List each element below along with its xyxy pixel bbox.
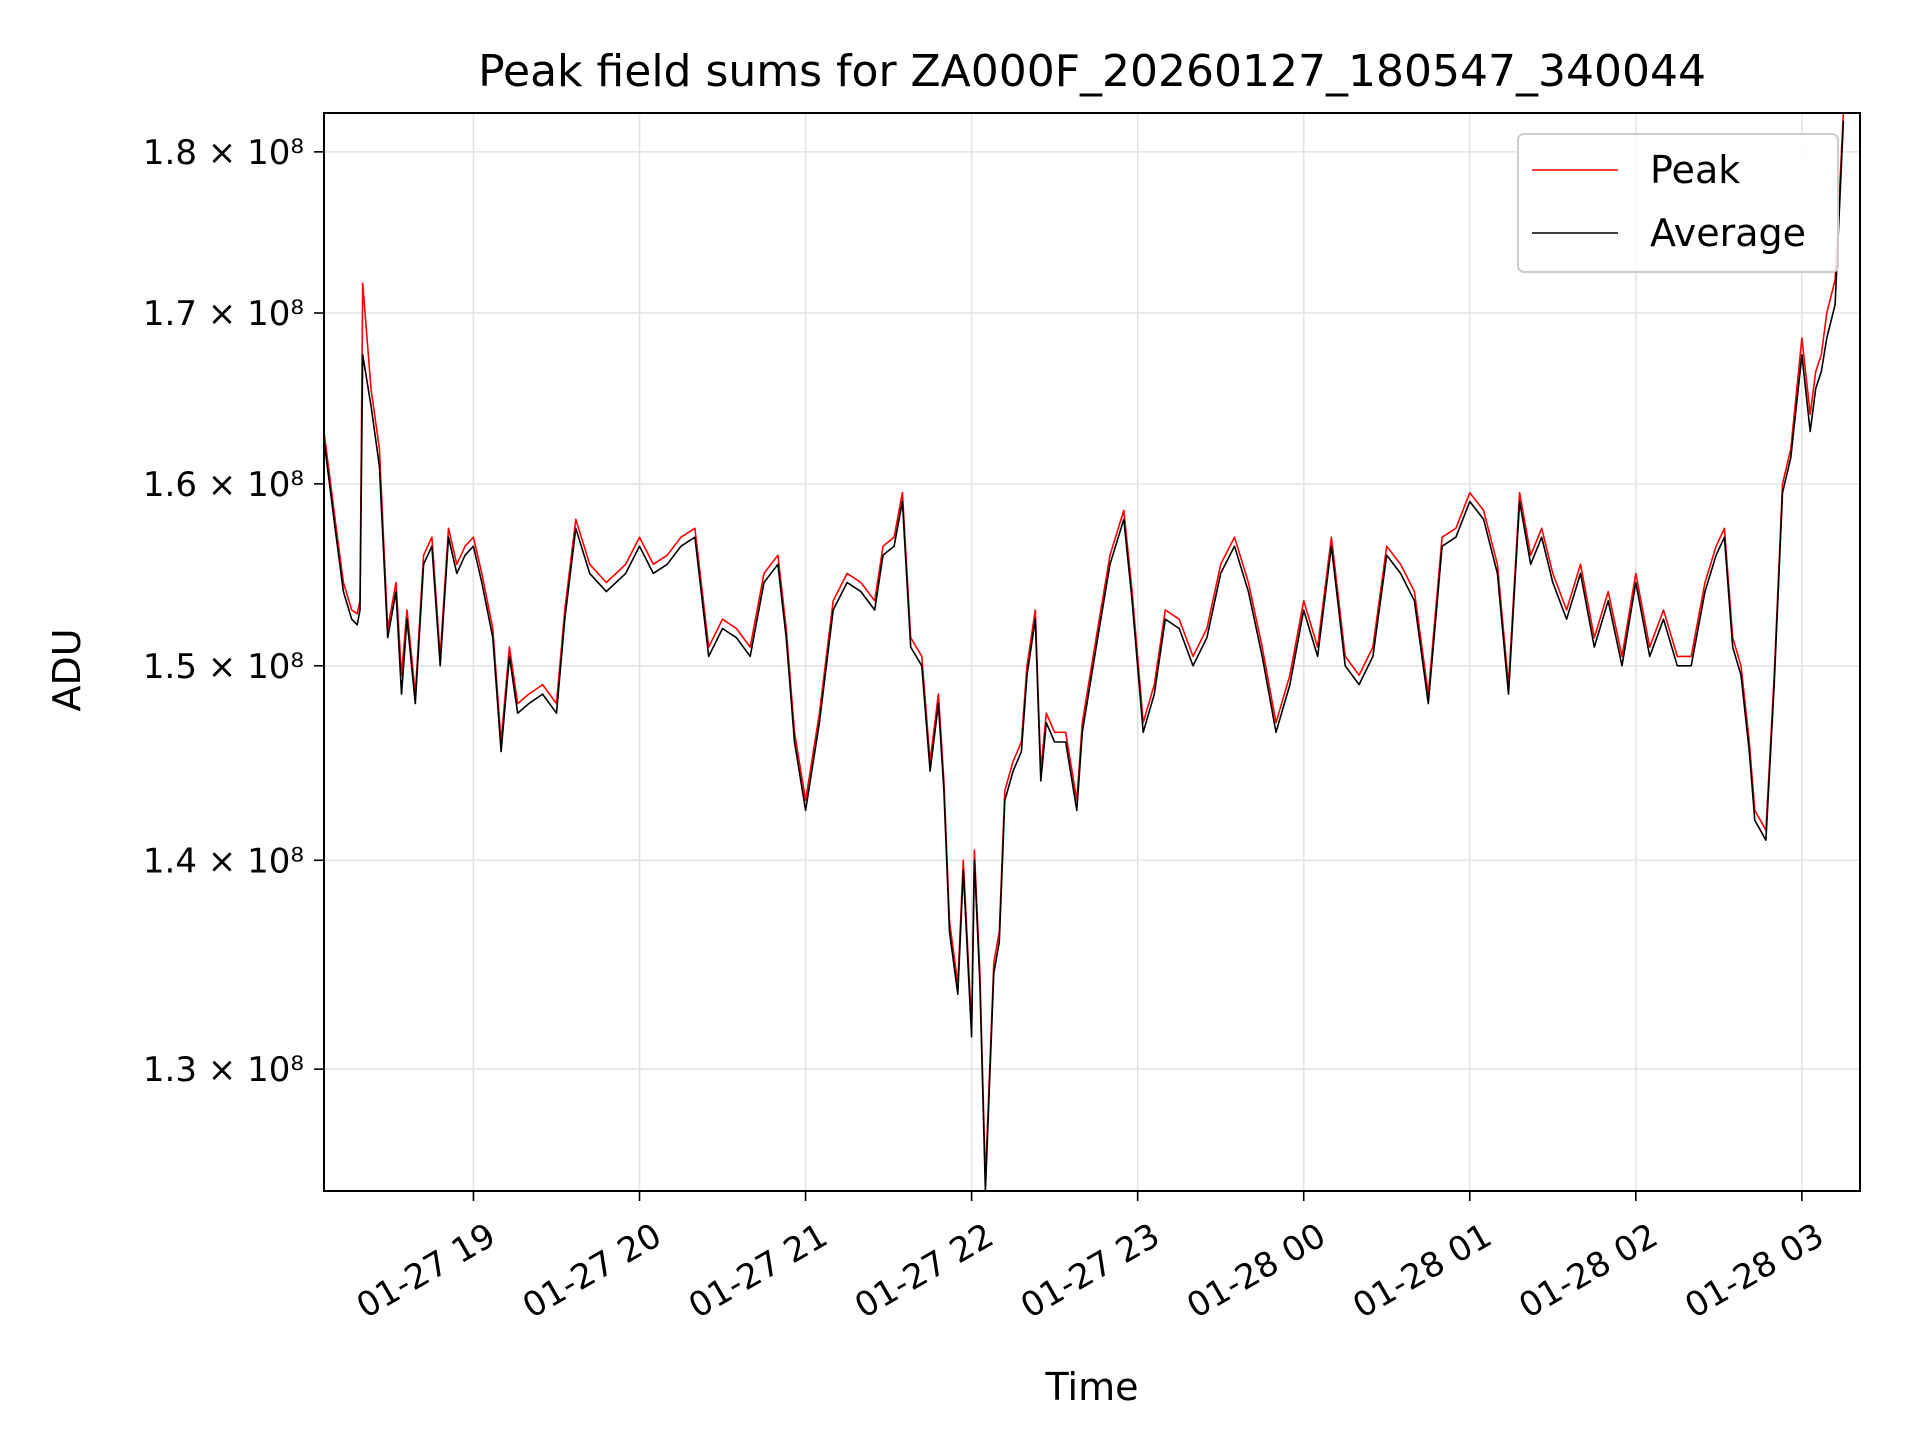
- y-tick-label: 1.8 × 10⁸: [143, 133, 304, 173]
- y-tick-label: 1.3 × 10⁸: [143, 1050, 304, 1090]
- legend: Peak Average: [1517, 133, 1839, 273]
- series-line-average: [323, 120, 1845, 1192]
- x-tick-label: 01-28 00: [1180, 1216, 1332, 1327]
- y-tick-label: 1.7 × 10⁸: [143, 294, 304, 334]
- x-tick-label: 01-28 02: [1512, 1216, 1664, 1327]
- plot-frame: [323, 112, 1861, 1192]
- x-axis-ticks: 01-27 19 01-27 20 01-27 21 01-27 22 01-27 23…: [350, 1191, 1831, 1327]
- x-tick-label: 01-28 01: [1346, 1216, 1498, 1327]
- x-axis-label: Time: [1045, 1365, 1139, 1409]
- legend-label-average: Average: [1650, 211, 1806, 255]
- legend-label-peak: Peak: [1650, 148, 1740, 192]
- chart-title: Peak field sums for ZA000F_20260127_1805…: [478, 46, 1706, 97]
- legend-box: [1517, 133, 1839, 273]
- series-line-peak: [323, 112, 1845, 1181]
- x-tick-label: 01-27 22: [848, 1216, 1000, 1327]
- y-tick-label: 1.5 × 10⁸: [143, 647, 304, 687]
- grid-lines: [324, 113, 1860, 1191]
- x-tick-label: 01-28 03: [1678, 1216, 1830, 1327]
- y-axis-label: ADU: [45, 628, 89, 711]
- y-tick-label: 1.6 × 10⁸: [143, 465, 304, 505]
- x-tick-label: 01-27 19: [350, 1216, 502, 1327]
- x-tick-label: 01-27 20: [516, 1216, 668, 1327]
- plot-series: [323, 112, 1845, 1192]
- x-tick-label: 01-27 21: [682, 1216, 834, 1327]
- y-tick-label: 1.4 × 10⁸: [143, 841, 304, 881]
- x-tick-label: 01-27 23: [1014, 1216, 1166, 1327]
- y-axis-ticks: 1.3 × 10⁸ 1.4 × 10⁸ 1.5 × 10⁸ 1.6 × 10⁸ 1.7 …: [143, 133, 324, 1090]
